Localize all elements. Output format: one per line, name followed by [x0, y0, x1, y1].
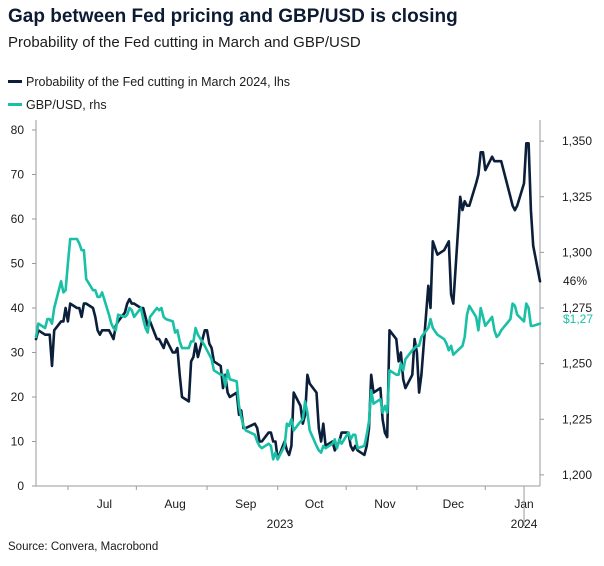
legend-label-gbp: GBP/USD, rhs [26, 97, 107, 112]
y-left-tick-label: 60 [11, 212, 25, 226]
y-left-tick-label: 20 [11, 390, 25, 404]
y-right-tick-label: 1,200 [562, 468, 592, 482]
y-left-tick-label: 30 [11, 346, 25, 360]
axes: 0 10 20 30 40 50 60 70 80 1,200 1,225 1,250 1,275 1,3… [11, 120, 592, 531]
end-label-fed: 46% [563, 274, 587, 288]
x-month-label: Nov [374, 497, 395, 511]
y-right-tick-label: 1,325 [562, 190, 592, 204]
series-layer [34, 142, 542, 461]
y-left-tick-label: 0 [17, 479, 24, 493]
y-left-tick-label: 40 [11, 301, 25, 315]
y-right-tick-label: 1,275 [562, 301, 592, 315]
y-right-tick-label: 1,250 [562, 357, 592, 371]
y-left-tick-label: 80 [11, 123, 25, 137]
series-line-gbp [34, 237, 542, 461]
legend-label-fed: Probability of the Fed cutting in March … [26, 74, 291, 89]
y-right-tick-label: 1,350 [562, 134, 592, 148]
legend-item-gbp: GBP/USD, rhs [8, 93, 290, 116]
x-month-label: Jul [97, 497, 112, 511]
x-month-label: Aug [164, 497, 185, 511]
legend-swatch-gbp [8, 103, 22, 106]
series-line-fed [34, 142, 542, 461]
y-right-tick-label: 1,225 [562, 412, 592, 426]
y-right-tick-label: 1,300 [562, 245, 592, 259]
legend: Probability of the Fed cutting in March … [8, 70, 290, 116]
end-label-gbp: $1,27 [563, 312, 593, 326]
y-left-tick-label: 70 [11, 168, 25, 182]
chart-subtitle: Probability of the Fed cutting in March … [8, 34, 361, 51]
x-month-label: Oct [305, 497, 324, 511]
x-month-label: Sep [235, 497, 257, 511]
chart-title: Gap between Fed pricing and GBP/USD is c… [8, 6, 458, 27]
y-left-tick-label: 10 [11, 435, 25, 449]
y-left-tick-label: 50 [11, 257, 25, 271]
x-year-label: 2023 [267, 517, 294, 531]
source-note: Source: Convera, Macrobond [8, 541, 159, 553]
legend-swatch-fed [8, 80, 22, 83]
x-year-label: 2024 [511, 517, 538, 531]
x-month-label: Dec [443, 497, 464, 511]
legend-item-fed: Probability of the Fed cutting in March … [8, 70, 290, 93]
